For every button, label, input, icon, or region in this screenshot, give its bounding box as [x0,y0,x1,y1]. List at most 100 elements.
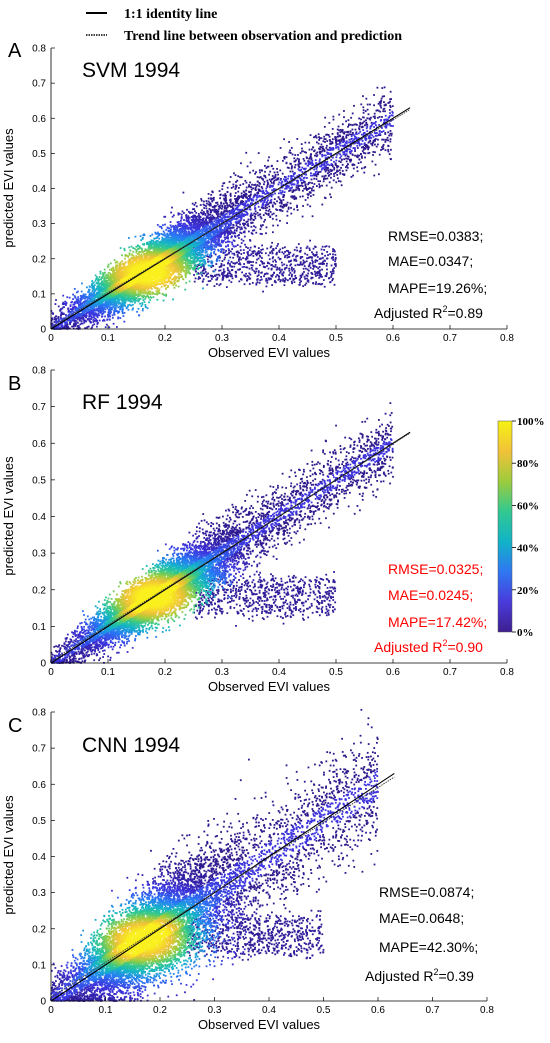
scatter-point [332,116,334,118]
scatter-point [295,198,297,200]
scatter-point [262,192,264,194]
scatter-point [237,244,239,246]
scatter-point [329,253,331,255]
scatter-point [319,160,321,162]
scatter-point [185,224,187,226]
scatter-point [313,194,315,196]
scatter-point [251,184,253,186]
scatter-point [244,244,246,246]
scatter-point [339,153,341,155]
scatter-point [360,153,362,155]
scatter-point [379,154,381,156]
scatter-point [88,326,90,328]
scatter-point [271,186,273,188]
scatter-point [86,311,88,313]
scatter-point [230,176,232,178]
scatter-point [294,166,296,168]
scatter-point [302,171,304,173]
scatter-point [317,256,319,258]
scatter-point [288,274,290,276]
scatter-point [313,183,315,185]
scatter-point [254,218,256,220]
scatter-point [230,195,232,197]
scatter-point [102,316,104,318]
scatter-point [331,273,333,275]
scatter-point [367,104,369,106]
scatter-point [312,215,314,217]
scatter-point [310,267,312,269]
scatter-point [211,276,213,278]
scatter-point [275,215,277,217]
scatter-point [218,270,220,272]
scatter-point [384,86,386,88]
scatter-point [298,166,300,168]
scatter-point [383,119,385,121]
scatter-point [249,249,251,251]
scatter-point [375,164,377,166]
scatter-point [338,148,340,150]
scatter-point [308,281,310,283]
scatter-point [277,174,279,176]
scatter-point [246,187,248,189]
scatter-point [389,109,391,111]
scatter-point [276,245,278,247]
scatter-point [321,156,323,158]
scatter-point [77,322,79,324]
scatter-point [260,196,262,198]
scatter-point [113,323,115,325]
scatter-point [278,197,280,199]
scatter-point [54,321,56,323]
scatter-point [271,214,273,216]
scatter-point [69,297,71,299]
scatter-point [299,284,301,286]
scatter-point [380,107,382,109]
scatter-point [253,213,255,215]
scatter-point [250,254,252,256]
scatter-point [71,311,73,313]
scatter-point [271,242,273,244]
scatter-point [280,147,282,149]
scatter-point [365,110,367,112]
scatter-point [295,256,297,258]
scatter-point [371,161,373,163]
scatter-point [279,202,281,204]
scatter-point [316,178,318,180]
scatter-point [326,245,328,247]
scatter-point [193,274,195,276]
scatter-point [378,134,380,136]
scatter-point [335,142,337,144]
scatter-point [370,126,372,128]
scatter-point [255,171,257,173]
scatter-point [261,188,263,190]
scatter-point [211,278,213,280]
scatter-point [261,226,263,228]
scatter-point [379,131,381,133]
scatter-point [230,236,232,238]
scatter-point [366,130,368,132]
scatter-point [337,133,339,135]
scatter-point [310,192,312,194]
scatter-point [266,213,268,215]
scatter-point [279,249,281,251]
scatter-point [207,272,209,274]
scatter-point [240,249,242,251]
scatter-point [368,113,370,115]
scatter-point [359,145,361,147]
scatter-point [228,248,230,250]
scatter-point [311,182,313,184]
scatter-point [235,221,237,223]
scatter-point [232,232,234,234]
scatter-point [249,208,251,210]
scatter-point [391,114,393,116]
scatter-point [237,235,239,237]
scatter-point [368,142,370,144]
scatter-point [301,275,303,277]
scatter-point [335,257,337,259]
scatter-point [388,117,390,119]
scatter-point [206,207,208,209]
scatter-point [272,190,274,192]
scatter-point [241,176,243,178]
scatter-point [231,253,233,255]
scatter-point [51,317,53,319]
scatter-point [350,138,352,140]
